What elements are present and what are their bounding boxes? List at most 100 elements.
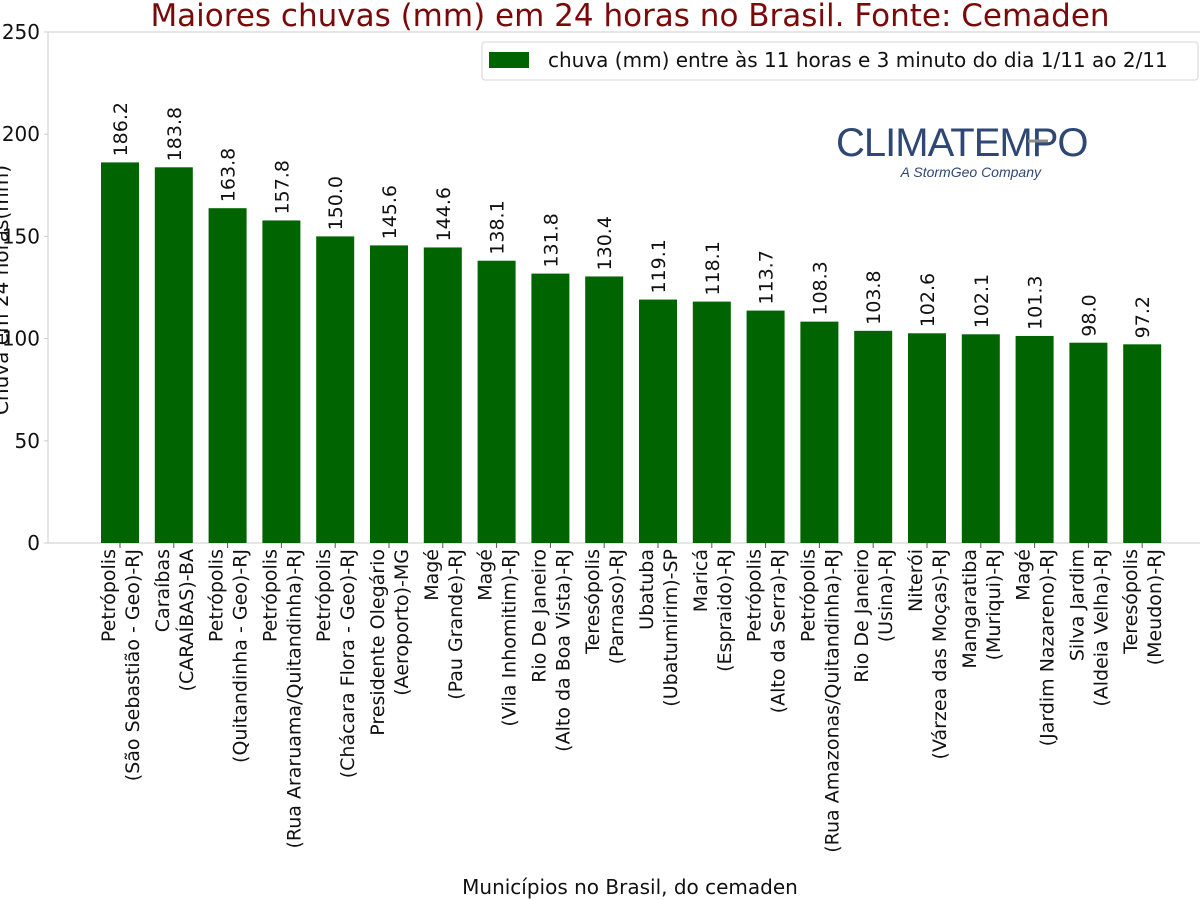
x-tick-label-line: Petrópolis: [259, 549, 281, 642]
y-tick-label: 100: [2, 327, 40, 351]
bar-value-label: 102.1: [971, 274, 993, 328]
legend: chuva (mm) entre às 11 horas e 3 minuto …: [481, 41, 1199, 81]
x-tick-label-line: (Pau Grande)-RJ: [445, 549, 467, 700]
bar-value-label: 113.7: [756, 250, 778, 304]
x-tick-label: Silva Jardim (Aldeia Velha)-RJ: [1066, 549, 1112, 707]
x-tick-label-line: (Chácara Flora - Geo)-RJ: [337, 549, 359, 778]
x-tick-label-line: Caraíbas: [152, 549, 174, 632]
x-tick-label: Magé (Pau Grande)-RJ: [421, 549, 467, 700]
x-tick-labels: Petrópolis (São Sebastião - Geo)-RJ Caraíb…: [98, 543, 1166, 853]
bar-value-label: 183.8: [164, 107, 186, 161]
x-tick-label-line: (Meudon)-RJ: [1144, 549, 1166, 665]
bar-value-label: 98.0: [1078, 294, 1100, 336]
x-tick-label-line: (São Sebastião - Geo)-RJ: [122, 549, 144, 781]
bar: [477, 260, 516, 543]
x-tick-label-line: (Alto da Boa Vista)-RJ: [552, 549, 574, 752]
bar-value-label: 118.1: [702, 241, 724, 295]
bar-value-label: 150.0: [325, 176, 347, 230]
bar-value-label: 108.3: [809, 261, 831, 315]
bar: [746, 310, 785, 543]
x-tick-label: Rio De Janeiro (Alto da Boa Vista)-RJ: [528, 549, 574, 752]
bar: [316, 236, 355, 543]
climatempo-logo: CLIMATEMPO A StormGeo Company: [836, 121, 1089, 180]
x-tick-label-line: Maricá: [690, 549, 712, 612]
bar-value-label: 138.1: [487, 200, 509, 254]
bar-value-label: 97.2: [1132, 296, 1154, 338]
x-tick-label-line: (Vila Inhomitim)-RJ: [499, 549, 521, 727]
x-tick-label: Caraíbas (CARAÍBAS)-BA: [152, 549, 198, 691]
x-tick-label: Petrópolis (Rua Amazonas/Quitandinha)-RJ: [797, 549, 843, 853]
x-tick-label: Petrópolis (Rua Araruama/Quitandinha)-RJ: [259, 549, 305, 849]
x-tick-label-line: Silva Jardim: [1066, 549, 1088, 661]
bar: [423, 247, 462, 543]
x-tick-label: Magé (Jardim Nazareno)-RJ: [1013, 549, 1059, 746]
x-tick-label: Teresópolis (Meudon)-RJ: [1120, 549, 1166, 665]
x-tick-label-line: (Muriqui)-RJ: [983, 549, 1005, 660]
bar: [800, 321, 839, 543]
bar-value-label: 102.6: [917, 273, 939, 327]
y-tick-label: 50: [15, 429, 40, 453]
bar-value-label: 130.4: [594, 216, 616, 270]
bar-value-label: 144.6: [433, 187, 455, 241]
bar: [101, 162, 139, 543]
legend-label: chuva (mm) entre às 11 horas e 3 minuto …: [548, 48, 1168, 72]
bar: [208, 208, 247, 543]
x-tick-label-line: (Jardim Nazareno)-RJ: [1037, 549, 1059, 746]
bar: [1015, 335, 1054, 543]
x-tick-label-line: Petrópolis: [797, 549, 819, 642]
bar: [961, 334, 1000, 543]
data-labels: 186.2 183.8 163.8 157.8 150.0 145.6 144.6 138.1…: [110, 102, 1154, 338]
x-tick-label: Petrópolis (Alto da Serra)-RJ: [744, 549, 790, 713]
x-tick-label-line: Petrópolis: [206, 549, 228, 642]
bar-value-label: 103.8: [863, 270, 885, 324]
x-tick-label-line: (Aldeia Velha)-RJ: [1090, 549, 1112, 707]
bar: [692, 301, 731, 543]
bar-value-label: 145.6: [379, 185, 401, 239]
x-tick-label-line: Teresópolis: [582, 549, 604, 655]
x-tick-label-line: Ubatuba: [636, 549, 658, 630]
logo-wordmark: CLIMATEMPO: [836, 121, 1088, 165]
y-tick-label: 200: [2, 122, 40, 146]
bar-value-label: 157.8: [271, 160, 293, 214]
y-tick-label: 250: [2, 20, 40, 44]
bar-value-label: 131.8: [540, 213, 562, 267]
x-tick-label-line: Rio De Janeiro: [851, 549, 873, 683]
x-tick-label: Teresópolis (Parnaso)-RJ: [582, 549, 628, 664]
x-tick-label-line: Teresópolis: [1120, 549, 1142, 655]
bar-value-label: 163.8: [218, 148, 240, 202]
bar: [908, 333, 946, 543]
y-axis-title: Chuva em 24 horas(mm): [0, 165, 13, 415]
y-tick-label: 0: [27, 531, 40, 555]
x-axis-title: Municípios no Brasil, do cemaden: [462, 875, 798, 899]
x-tick-label: Petrópolis (São Sebastião - Geo)-RJ: [98, 549, 144, 781]
x-tick-label: Mangaratiba (Muriqui)-RJ: [959, 549, 1005, 669]
x-tick-label: Niterói (Várzea das Moças)-RJ: [905, 549, 951, 759]
x-tick-label-line: (Espraido)-RJ: [714, 549, 736, 672]
bar: [1123, 344, 1162, 543]
x-tick-label-line: (Ubatumirim)-SP: [660, 549, 682, 707]
bar: [585, 276, 624, 543]
logo-tagline: A StormGeo Company: [900, 164, 1042, 180]
x-tick-label-line: Magé: [421, 549, 443, 601]
x-tick-label-line: (Parnaso)-RJ: [606, 549, 628, 664]
bar: [1069, 342, 1108, 543]
bar: [531, 273, 570, 543]
x-tick-label-line: (Rua Amazonas/Quitandinha)-RJ: [821, 549, 843, 853]
y-tick-label: 150: [2, 224, 40, 248]
x-tick-label-line: (Aeroporto)-MG: [391, 549, 413, 696]
x-tick-label-line: (Rua Araruama/Quitandinha)-RJ: [283, 549, 305, 849]
x-tick-label-line: (Quitandinha - Geo)-RJ: [230, 549, 252, 763]
x-tick-label-line: Presidente Olegário: [367, 549, 389, 736]
bar-value-label: 101.3: [1025, 276, 1047, 330]
bar: [370, 245, 408, 543]
x-tick-label: Petrópolis (Chácara Flora - Geo)-RJ: [313, 549, 359, 778]
x-tick-label-line: Petrópolis: [98, 549, 120, 642]
x-tick-label-line: Magé: [1013, 549, 1035, 601]
bar-value-label: 186.2: [110, 102, 132, 156]
x-tick-label-line: (Várzea das Moças)-RJ: [929, 549, 951, 759]
x-tick-label-line: Mangaratiba: [959, 549, 981, 669]
x-tick-label: Presidente Olegário (Aeroporto)-MG: [367, 549, 413, 736]
bar-value-label: 119.1: [648, 239, 670, 293]
x-tick-label-line: (Alto da Serra)-RJ: [768, 549, 790, 713]
